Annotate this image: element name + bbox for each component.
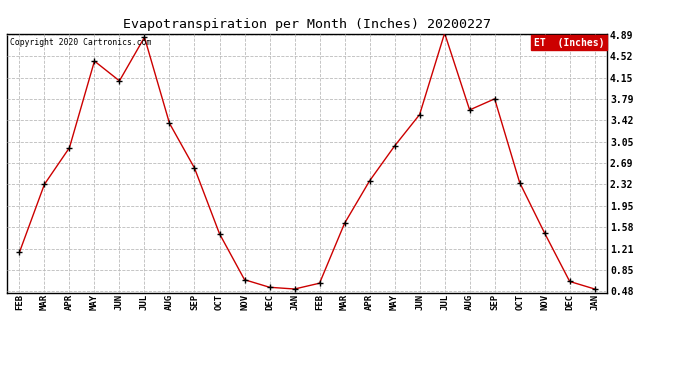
Text: ET  (Inches): ET (Inches) [533, 38, 604, 48]
Text: Copyright 2020 Cartronics.com: Copyright 2020 Cartronics.com [10, 38, 151, 46]
Title: Evapotranspiration per Month (Inches) 20200227: Evapotranspiration per Month (Inches) 20… [123, 18, 491, 31]
